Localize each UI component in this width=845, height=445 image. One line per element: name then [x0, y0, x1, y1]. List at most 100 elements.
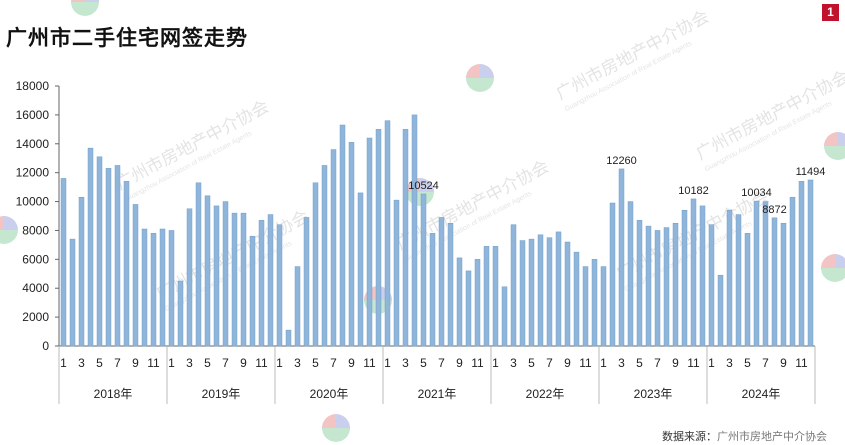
month-tick-label: 7: [654, 356, 661, 370]
month-tick-label: 9: [348, 356, 355, 370]
month-tick-label: 7: [222, 356, 229, 370]
bar-series: [60, 114, 814, 347]
bar: [483, 246, 490, 347]
month-tick-label: 11: [471, 356, 484, 370]
bar: [735, 214, 742, 347]
month-tick-label: 5: [96, 356, 103, 370]
month-tick-label: 1: [168, 356, 175, 370]
bar: [546, 237, 553, 347]
logo-blue-segment: [85, 0, 99, 2]
bar: [789, 196, 796, 347]
bar: [150, 233, 157, 347]
bar: [141, 228, 148, 347]
bar: [555, 231, 562, 347]
bar: [654, 230, 661, 347]
bar: [762, 201, 769, 347]
bar: [591, 259, 598, 347]
bar: [582, 266, 589, 347]
y-tick-label: 2000: [22, 310, 49, 324]
bar: [753, 200, 760, 347]
month-tick-label: 5: [420, 356, 427, 370]
bar: [123, 181, 130, 347]
month-tick-label: 11: [795, 356, 808, 370]
logo-green-segment: [406, 192, 434, 206]
logo-blue-segment: [835, 254, 845, 268]
month-tick-label: 9: [240, 356, 247, 370]
bar: [717, 274, 724, 347]
bar: [573, 251, 580, 347]
bar: [69, 238, 76, 347]
month-tick-label: 3: [186, 356, 193, 370]
month-tick-label: 11: [255, 356, 268, 370]
bar: [114, 165, 121, 347]
bar: [402, 129, 409, 347]
source-org: 广州市房地产中介协会: [717, 430, 827, 443]
month-tick-label: 1: [276, 356, 283, 370]
month-tick-label: 9: [564, 356, 571, 370]
bar: [429, 233, 436, 347]
bar: [312, 182, 319, 347]
chart-title: 广州市二手住宅网签走势: [6, 26, 248, 50]
y-tick-label: 14000: [16, 137, 50, 151]
data-source-note: 数据来源：广州市房地产中介协会: [662, 428, 827, 444]
data-label: 12260: [606, 155, 637, 167]
month-tick-label: 7: [762, 356, 769, 370]
watermark-logo-icon: [71, 0, 99, 16]
bar: [699, 205, 706, 347]
year-label: 2023年: [634, 387, 673, 401]
y-tick-label: 6000: [22, 252, 49, 266]
bar: [456, 257, 463, 347]
y-tick-label: 10000: [16, 195, 50, 209]
watermark-logo-icon: [821, 254, 845, 282]
month-tick-label: 11: [147, 356, 160, 370]
y-tick-label: 4000: [22, 281, 49, 295]
logo-red-segment: [824, 132, 838, 146]
month-tick-label: 9: [672, 356, 679, 370]
bar: [168, 230, 175, 347]
bar: [375, 129, 382, 347]
y-tick-label: 16000: [16, 108, 50, 122]
bar: [222, 201, 229, 347]
month-tick-label: 3: [618, 356, 625, 370]
bar: [672, 222, 679, 347]
bar: [663, 227, 670, 347]
year-label: 2019年: [202, 387, 241, 401]
bar: [411, 114, 418, 347]
bar: [807, 179, 814, 347]
year-label: 2018年: [94, 387, 133, 401]
month-tick-label: 9: [456, 356, 463, 370]
month-tick-label: 7: [546, 356, 553, 370]
bar: [213, 205, 220, 347]
data-label-layer: 10524 12260 10182 10034 8872 11494: [408, 155, 825, 216]
chart-axes: 0 2000 4000 6000 8000 10000 12000 14000 16000 180…: [16, 79, 816, 404]
bar: [420, 193, 427, 347]
bar: [249, 235, 256, 347]
bar: [645, 225, 652, 347]
logo-red-segment: [0, 216, 4, 230]
month-tick-label: 11: [579, 356, 592, 370]
bar: [204, 195, 211, 347]
logo-green-segment: [824, 146, 845, 160]
logo-green-segment: [821, 268, 845, 282]
logo-red-segment: [821, 254, 835, 268]
bar: [348, 142, 355, 347]
month-tick-label: 3: [726, 356, 733, 370]
bar: [528, 238, 535, 347]
bar: [294, 266, 301, 347]
logo-green-segment: [71, 2, 99, 16]
bar: [618, 168, 625, 347]
month-tick-label: 5: [636, 356, 643, 370]
bar: [465, 270, 472, 347]
month-tick-label: 1: [384, 356, 391, 370]
bar: [105, 168, 112, 347]
month-tick-label: 1: [600, 356, 607, 370]
logo-blue-segment: [838, 132, 845, 146]
year-label: 2020年: [310, 387, 349, 401]
year-label: 2021年: [418, 387, 457, 401]
bar: [744, 233, 751, 347]
bar: [492, 246, 499, 347]
data-label: 8872: [762, 204, 786, 216]
